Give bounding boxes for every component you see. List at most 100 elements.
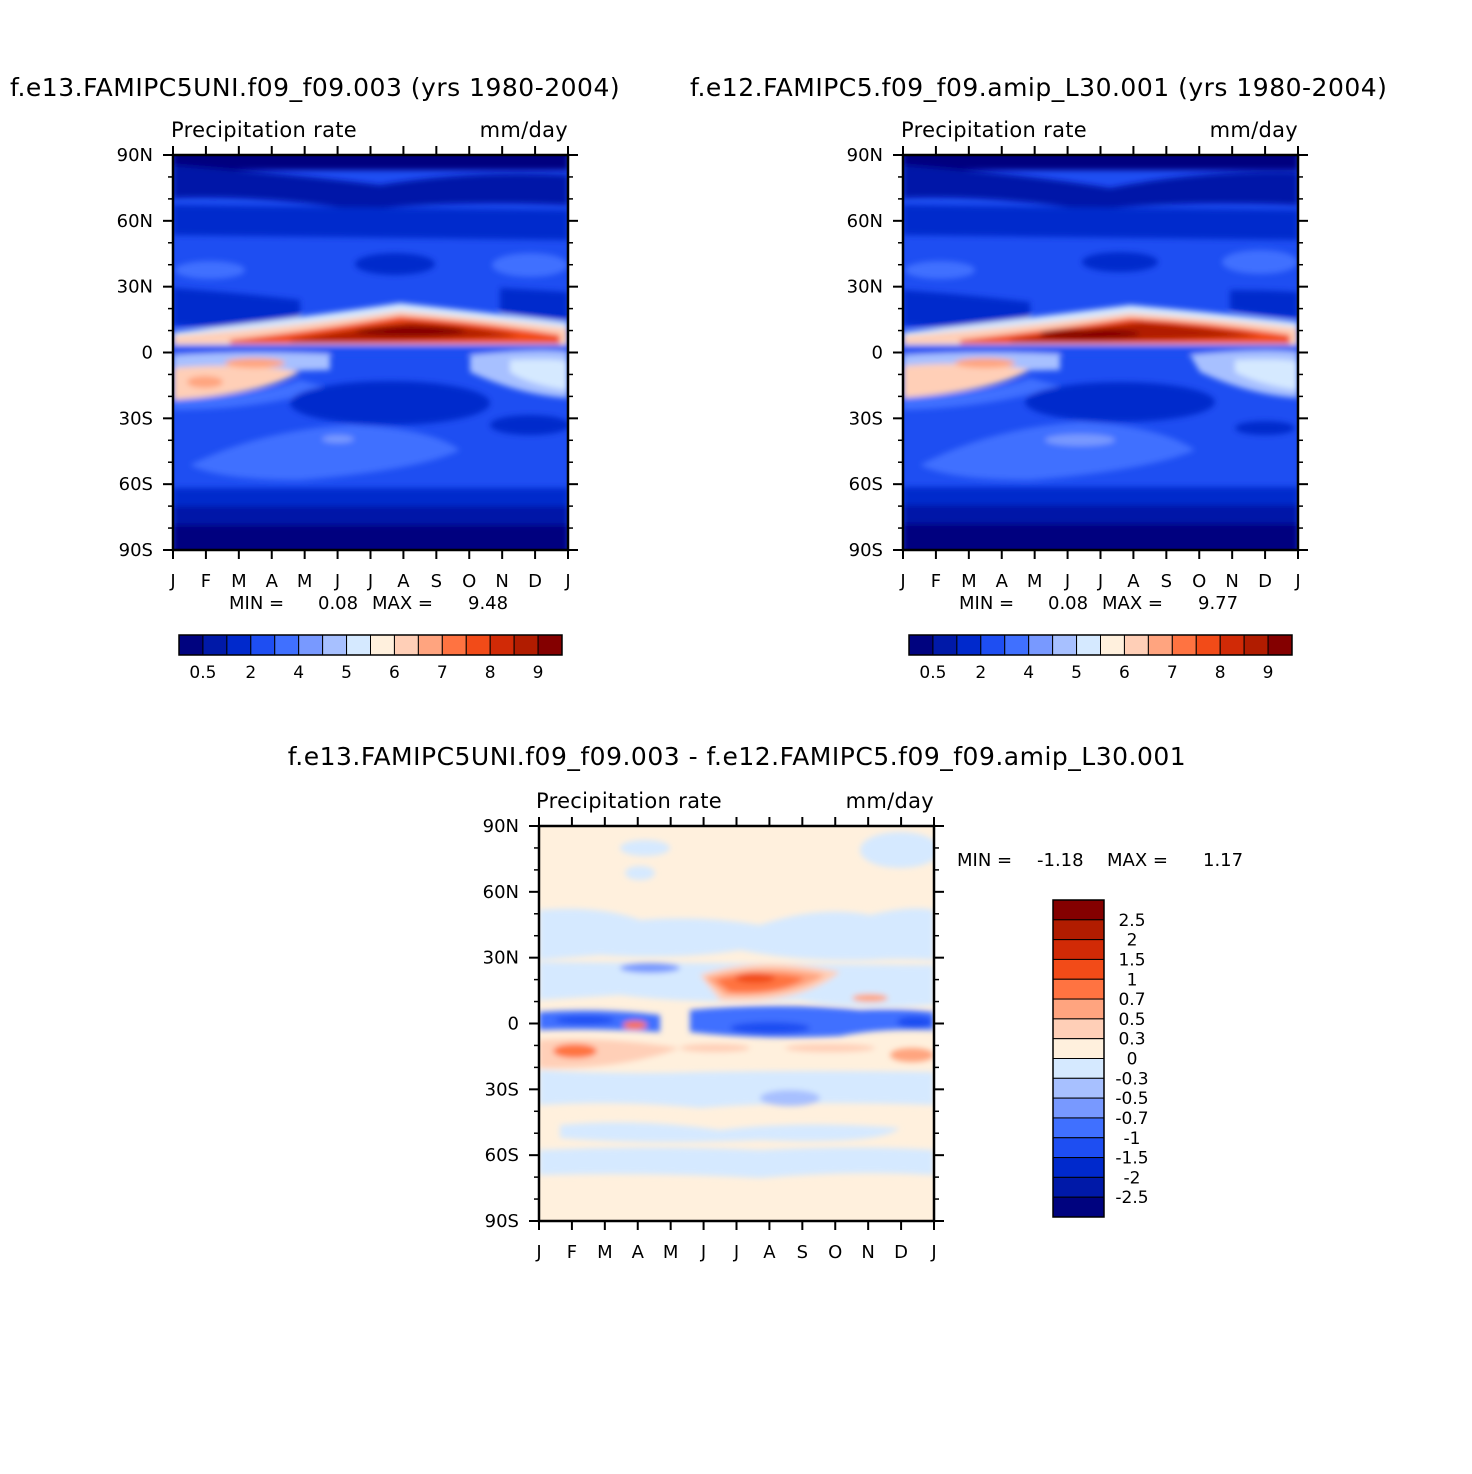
subtitle-variable: Precipitation rate [901,118,1087,142]
colorbar-label: 2.5 [1118,911,1145,931]
colorbar-swatch [1052,1117,1105,1139]
x-tick-label: J [733,1242,739,1263]
colorbar-swatch [1052,1018,1105,1040]
x-tick-label: N [861,1242,874,1263]
colorbar-label: 7 [437,663,448,683]
subtitle-variable: Precipitation rate [171,118,357,142]
colorbar-swatch [1052,958,1105,980]
colorbar-swatch [274,634,300,656]
colorbar-frame [1052,899,1105,1218]
colorbar-swatch [322,634,348,656]
x-tick-label: A [632,1242,645,1263]
x-tick-label: O [1192,571,1206,592]
colorbar-label: 5 [1071,663,1082,683]
colorbar-swatch [178,634,204,656]
y-tick-label: 0 [142,343,153,364]
colorbar-swatch [1100,634,1125,656]
subtitle-units: mm/day [846,789,934,813]
y-tick-label: 60N [483,882,519,903]
colorbar-swatch [1195,634,1221,656]
panel-title: f.e13.FAMIPC5UNI.f09_f09.003 - f.e12.FAM… [288,742,1186,771]
colorbar-label: -2.5 [1115,1188,1148,1208]
x-tick-label: M [663,1242,679,1263]
colorbar-swatch [1243,634,1269,656]
x-tick-label: S [797,1242,808,1263]
colorbar-swatch [1171,634,1197,656]
colorbar-frame [908,634,1293,656]
colorbar-swatch [513,634,539,656]
colorbar-label: 4 [1023,663,1034,683]
colorbar-swatch [1052,1196,1105,1218]
min-label: MIN = [957,850,1012,871]
colorbar-swatch [1052,1058,1105,1079]
colorbar-label: 0.5 [919,663,946,683]
subtitle-units: mm/day [1210,118,1298,142]
subtitle-variable: Precipitation rate [536,789,722,813]
colorbar-swatch [1052,1176,1105,1198]
colorbar-label: 1 [1127,970,1138,990]
colorbar-label: 2 [245,663,256,683]
colorbar-label: 1.5 [1118,950,1145,970]
colorbar-label: 8 [1215,663,1226,683]
contour-field [539,826,934,1221]
colorbar-swatch [1052,919,1105,941]
x-tick-label: J [1097,571,1103,592]
colorbar-label: 0.5 [189,663,216,683]
x-tick-label: A [266,571,279,592]
min-label: MIN = [959,593,1014,614]
x-tick-label: O [462,571,476,592]
colorbar-swatch [346,634,371,656]
x-tick-label: J [564,571,570,592]
y-tick-label: 0 [872,343,883,364]
x-tick-label: J [700,1242,706,1263]
colorbar-swatch [1052,899,1105,921]
colorbar-swatch [1052,1097,1105,1119]
panel-model-a: f.e13.FAMIPC5UNI.f09_f09.003 (yrs 1980-2… [10,73,620,683]
subtitle-units: mm/day [480,118,568,142]
x-tick-label: J [930,1242,936,1263]
colorbar-swatch [1052,998,1105,1020]
panel-model-b: f.e12.FAMIPC5.f09_f09.amip_L30.001 (yrs … [690,73,1387,683]
colorbar-swatch [980,634,1006,656]
x-tick-label: J [1294,571,1300,592]
panel-difference: f.e13.FAMIPC5UNI.f09_f09.003 - f.e12.FAM… [288,742,1243,1263]
colorbar-label: 0.3 [1118,1030,1145,1050]
colorbar-label: 6 [1119,663,1130,683]
y-tick-label: 30S [849,408,883,429]
colorbar-swatch [465,634,491,656]
colorbar-swatch [537,634,563,656]
colorbar-swatch [489,634,515,656]
colorbar-label: 5 [341,663,352,683]
x-tick-label: N [495,571,508,592]
colorbar-swatch [932,634,958,656]
colorbar-swatch [1052,978,1105,1000]
colorbar-swatch [1052,1157,1105,1178]
colorbar-swatch [1267,634,1293,656]
colorbar-swatch [1052,1038,1105,1059]
x-tick-label: O [828,1242,842,1263]
x-tick-label: M [1027,571,1043,592]
colorbar-swatch [1052,634,1078,656]
max-label: MAX = [1107,850,1168,871]
colorbar-label: -1 [1124,1129,1141,1149]
y-tick-label: 30N [117,277,153,298]
colorbar-label: 9 [1263,663,1274,683]
y-tick-label: 60S [485,1145,519,1166]
colorbar-swatch [417,634,443,656]
colorbar-label: 2 [975,663,986,683]
panel-title: f.e12.FAMIPC5.f09_f09.amip_L30.001 (yrs … [690,73,1387,102]
x-tick-label: F [567,1242,577,1263]
y-tick-label: 60N [117,211,153,232]
max-value: 9.48 [468,593,508,614]
colorbar-swatch [1076,634,1101,656]
colorbar-label: 9 [533,663,544,683]
colorbar-label: 0.5 [1118,1010,1145,1030]
y-tick-label: 90S [849,540,883,561]
min-value: -1.18 [1037,850,1084,871]
y-tick-label: 30N [483,948,519,969]
y-tick-label: 60S [849,474,883,495]
colorbar-swatch [1052,1137,1105,1159]
x-tick-label: A [1127,571,1140,592]
x-tick-label: J [1064,571,1070,592]
